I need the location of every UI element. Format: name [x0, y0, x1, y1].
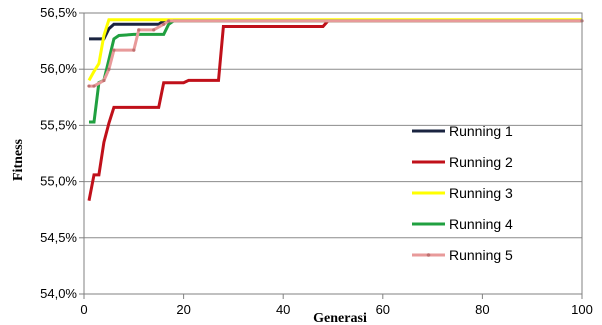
series-point-running-5: [167, 19, 171, 23]
series-point-running-5: [102, 78, 106, 83]
plot-area-border: [83, 12, 583, 295]
series-point-running-5: [132, 48, 136, 52]
legend-label-running-4: Running 4: [449, 216, 513, 232]
x-tick-label: 20: [176, 302, 190, 317]
y-tick-label: 54,5%: [40, 230, 77, 245]
y-tick-label: 55,5%: [40, 117, 77, 132]
y-tick-label: 56,5%: [40, 5, 77, 20]
legend: Running 1 Running 2 Running 3 Running 4 Runn…: [412, 123, 513, 263]
y-axis-ticks: 54,0% 54,5% 55,0% 55,5% 56,0% 56,5%: [40, 5, 84, 301]
series-point-running-5: [152, 28, 156, 32]
series-line-running-2: [87, 19, 582, 201]
series-point-running-5: [87, 84, 91, 88]
x-tick-label: 80: [475, 302, 489, 317]
x-tick-label: 40: [276, 302, 290, 317]
x-tick-label: 0: [80, 302, 87, 317]
legend-label-running-1: Running 1: [449, 123, 513, 139]
x-axis-ticks: 0 20 40 60 80 100: [80, 294, 593, 317]
series-point-running-5: [107, 67, 111, 71]
series-point-running-5: [112, 48, 116, 52]
series-point-running-5: [137, 28, 141, 32]
legend-label-running-2: Running 2: [449, 154, 513, 170]
legend-label-running-3: Running 3: [449, 185, 513, 201]
x-axis-title: Generasi: [313, 311, 367, 325]
legend-label-running-5: Running 5: [449, 247, 513, 263]
y-tick-label: 56,0%: [40, 61, 77, 76]
x-tick-label: 100: [571, 302, 593, 317]
x-tick-label: 60: [376, 302, 390, 317]
y-tick-label: 54,0%: [40, 286, 77, 301]
series-point-running-5: [92, 84, 96, 88]
series-line-running-5: [89, 19, 582, 88]
series-line-running-3: [87, 18, 582, 82]
y-axis-title: Fitness: [11, 138, 26, 181]
series-line-running-4: [89, 19, 582, 124]
series-lines: [87, 18, 584, 201]
series-point-running-5: [162, 22, 166, 26]
legend-marker-running-5: [426, 253, 431, 257]
y-tick-label: 55,0%: [40, 174, 77, 189]
